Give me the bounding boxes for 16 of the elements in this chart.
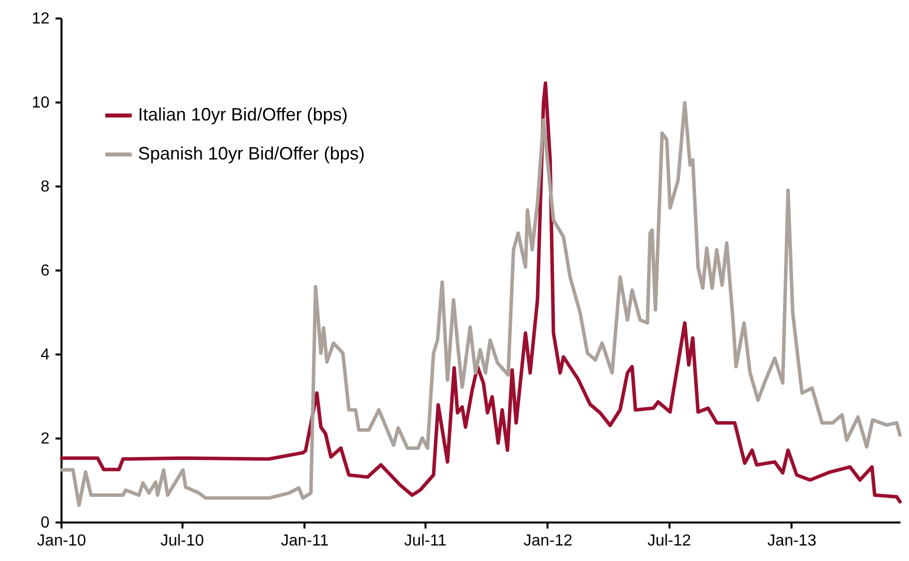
- x-tick-label: Jan-10: [37, 532, 86, 550]
- x-tick-label: Jul-10: [160, 532, 204, 550]
- y-tick-label: 6: [40, 262, 50, 280]
- y-tick-label: 4: [40, 346, 50, 364]
- y-tick-label: 2: [40, 430, 50, 448]
- y-tick-label: 0: [40, 514, 50, 532]
- x-tick-label: Jul-12: [647, 532, 692, 550]
- y-tick-label: 10: [32, 94, 50, 112]
- legend-label: Spanish 10yr Bid/Offer (bps): [138, 144, 365, 164]
- x-tick-label: Jan-12: [524, 532, 573, 550]
- x-tick-label: Jan-13: [767, 532, 816, 550]
- x-tick-label: Jan-11: [280, 532, 329, 550]
- y-tick-label: 12: [32, 10, 50, 28]
- y-tick-label: 8: [40, 178, 50, 196]
- legend-label: Italian 10yr Bid/Offer (bps): [138, 104, 348, 124]
- x-tick-label: Jul-11: [404, 532, 447, 550]
